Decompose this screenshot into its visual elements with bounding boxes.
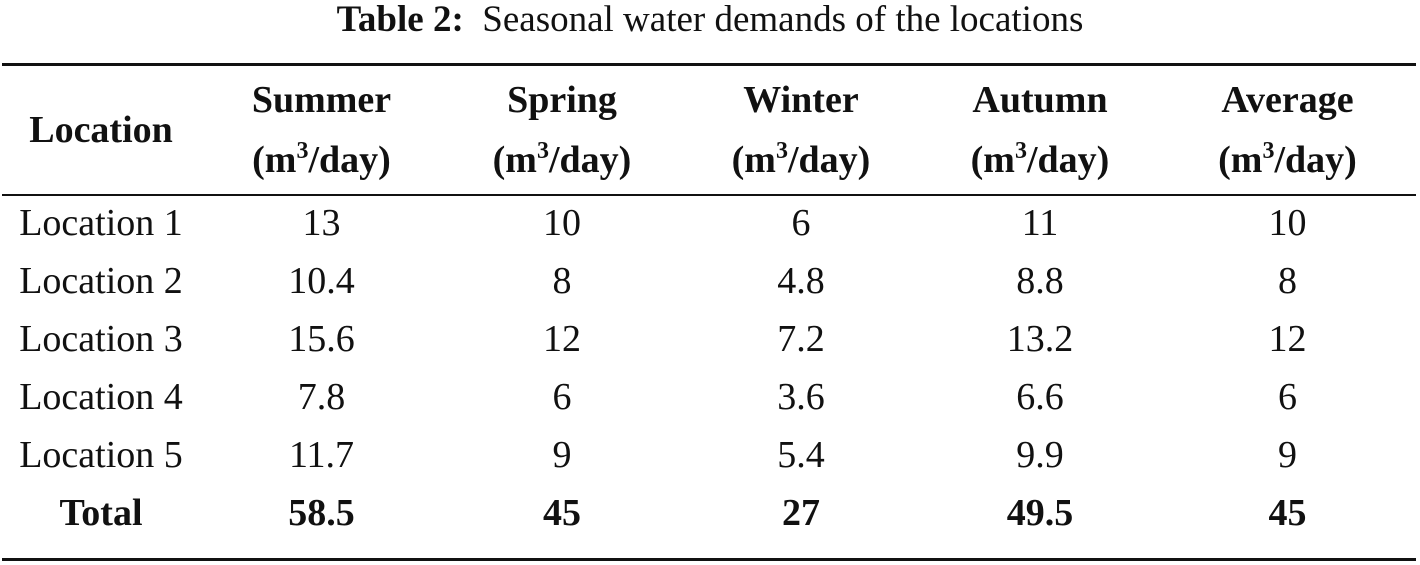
cell-autumn: 13.2 [1006,318,1074,360]
cell-summer: 10.4 [288,260,355,302]
cell-average: 6 [1278,376,1297,418]
caption-label: Table 2: [336,0,464,40]
cell-winter: 3.6 [777,376,825,418]
header-autumn: Autumn (m3/day) [921,66,1159,194]
water-demand-table: Location Summer (m3/day) Spring (m3/day)… [2,66,1416,542]
header-rule [2,194,1416,196]
header-average-name: Average [1221,79,1354,121]
cell-winter: 6 [791,202,811,244]
cell-spring: 9 [552,434,572,476]
total-winter: 27 [782,492,820,534]
table-row: Location 5 11.7 9 5.4 9.9 9 [2,426,1416,484]
cell-autumn: 11 [1021,202,1059,244]
table-row: Location 2 10.4 8 4.8 8.8 8 [2,252,1416,310]
cell-summer: 11.7 [288,434,355,476]
cell-summer: 15.6 [288,318,355,360]
cell-summer: 13 [302,202,341,244]
header-row: Location Summer (m3/day) Spring (m3/day)… [2,66,1416,194]
cell-autumn: 6.6 [1016,376,1064,418]
cell-spring: 10 [543,202,581,244]
header-spring: Spring (m3/day) [443,66,681,194]
total-label: Total [59,492,143,534]
total-average: 45 [1268,492,1307,534]
total-autumn: 49.5 [1006,492,1074,534]
header-summer: Summer (m3/day) [200,66,443,194]
table-row: Location 3 15.6 12 7.2 13.2 12 [2,310,1416,368]
cell-summer: 7.8 [297,376,346,418]
cell-location: Location 4 [19,376,183,418]
header-average-unit: (m3/day) [1218,138,1357,181]
header-spring-name: Spring [507,79,617,121]
cell-average: 9 [1278,434,1297,476]
cell-location: Location 1 [19,202,183,244]
header-winter: Winter (m3/day) [681,66,921,194]
table-row: Location 1 13 10 6 11 10 [2,194,1416,252]
cell-autumn: 9.9 [1016,434,1064,476]
header-location: Location [2,66,200,194]
cell-average: 12 [1268,318,1307,360]
cell-autumn: 8.8 [1016,260,1064,302]
header-winter-unit: (m3/day) [731,138,871,181]
header-summer-unit: (m3/day) [252,138,391,181]
header-autumn-name: Autumn [972,79,1108,121]
cell-average: 8 [1278,260,1297,302]
cell-winter: 5.4 [777,434,825,476]
cell-location: Location 3 [19,318,183,360]
cell-location: Location 5 [19,434,183,476]
cell-spring: 8 [552,260,572,302]
cell-spring: 12 [543,318,581,360]
cell-winter: 4.8 [777,260,825,302]
caption-text: Seasonal water demands of the locations [482,0,1084,40]
header-autumn-unit: (m3/day) [970,138,1110,181]
cell-spring: 6 [552,376,572,418]
total-spring: 45 [543,492,581,534]
cell-winter: 7.2 [777,318,825,360]
table-caption: Table 2: Seasonal water demands of the l… [0,0,1420,44]
total-row: Total 58.5 45 27 49.5 45 [2,484,1416,542]
top-rule [2,63,1416,66]
cell-average: 10 [1268,202,1307,244]
header-winter-name: Winter [743,79,859,121]
bottom-rule [2,558,1416,561]
header-location-name: Location [29,109,173,151]
cell-location: Location 2 [19,260,183,302]
total-summer: 58.5 [288,492,355,534]
header-summer-name: Summer [251,79,392,121]
table-row: Location 4 7.8 6 3.6 6.6 6 [2,368,1416,426]
header-average: Average (m3/day) [1159,66,1416,194]
header-spring-unit: (m3/day) [492,138,632,181]
